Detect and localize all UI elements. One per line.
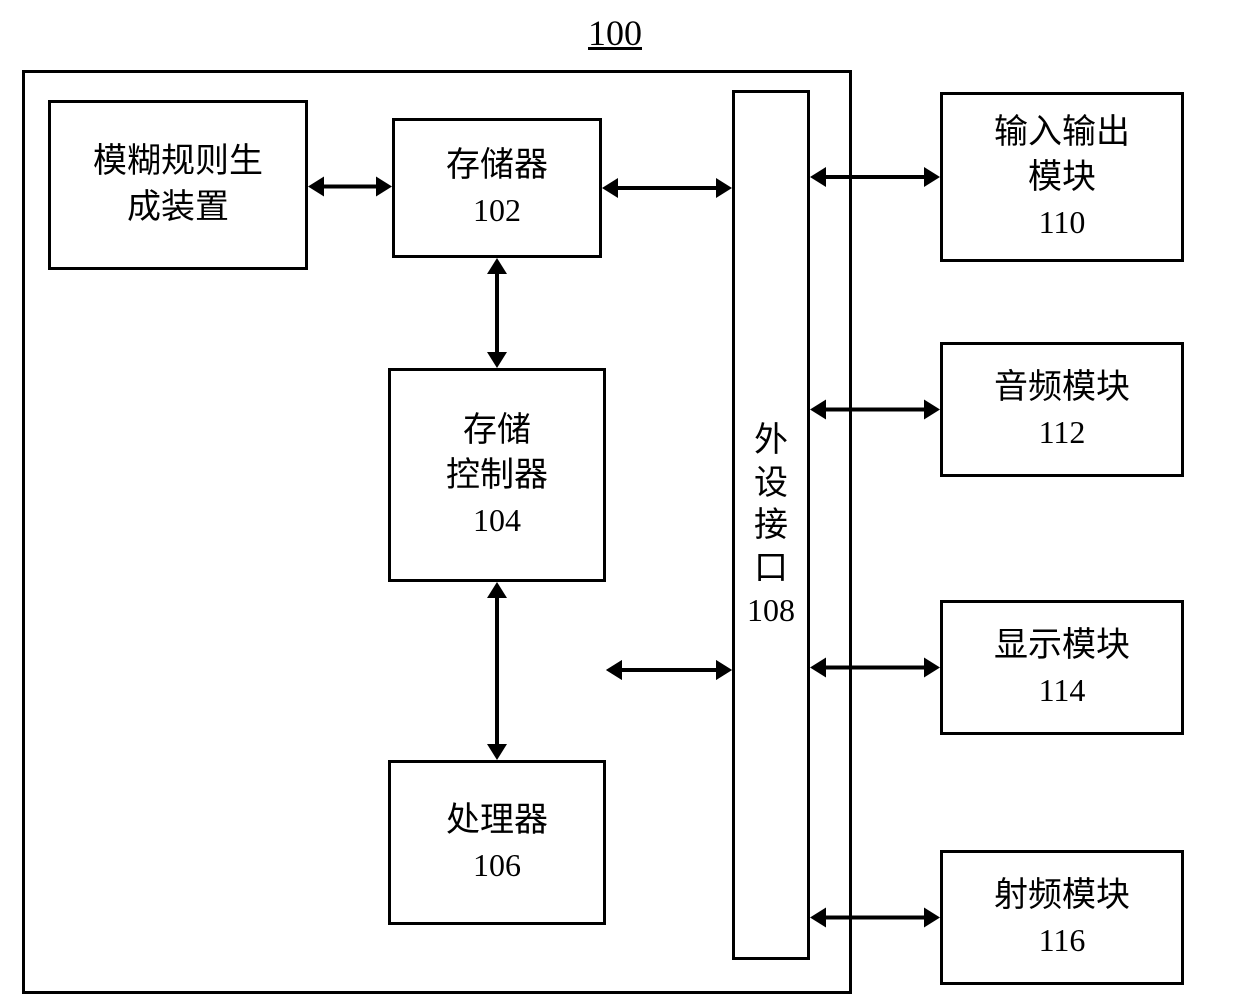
- block-label-line: 110: [1039, 201, 1086, 244]
- block-label-line: 102: [473, 189, 521, 232]
- block-label-line: 112: [1039, 411, 1086, 454]
- diagram-title: 100: [570, 12, 660, 54]
- block-label-line: 处理器: [446, 798, 548, 844]
- block-label-line: 114: [1039, 669, 1086, 712]
- block-label-line: 104: [473, 499, 521, 542]
- block-label-line: 输入输出: [994, 110, 1130, 156]
- block-rf-module: 射频模块116: [940, 850, 1184, 985]
- block-label-line: 控制器: [446, 453, 548, 499]
- block-label-line: 射频模块: [994, 873, 1130, 919]
- block-peripheral-interface: 外设接口108: [732, 90, 810, 960]
- block-fuzzy-rule-generator: 模糊规则生成装置: [48, 100, 308, 270]
- block-memory: 存储器102: [392, 118, 602, 258]
- block-label-line: 设: [754, 463, 788, 506]
- block-audio-module: 音频模块112: [940, 342, 1184, 477]
- block-io-module: 输入输出模块110: [940, 92, 1184, 262]
- block-label-line: 接: [754, 505, 788, 548]
- block-display-module: 显示模块114: [940, 600, 1184, 735]
- block-label-line: 音频模块: [994, 365, 1130, 411]
- block-label-line: 模块: [1028, 155, 1096, 201]
- block-label-line: 存储器: [446, 143, 548, 189]
- block-label-line: 显示模块: [994, 623, 1130, 669]
- block-label-line: 外: [754, 420, 788, 463]
- block-label-line: 模糊规则生: [93, 139, 263, 185]
- block-memory-controller: 存储控制器104: [388, 368, 606, 582]
- block-label-line: 116: [1039, 919, 1086, 962]
- block-label-line: 108: [747, 590, 795, 630]
- diagram-canvas: 100 模糊规则生成装置 存储器102 存储控制器104 处理器106 外设接口…: [0, 0, 1240, 1006]
- block-label-line: 成装置: [127, 185, 229, 231]
- block-label-line: 口: [754, 548, 788, 591]
- block-label-line: 存储: [463, 408, 531, 454]
- block-processor: 处理器106: [388, 760, 606, 925]
- block-label-line: 106: [473, 844, 521, 887]
